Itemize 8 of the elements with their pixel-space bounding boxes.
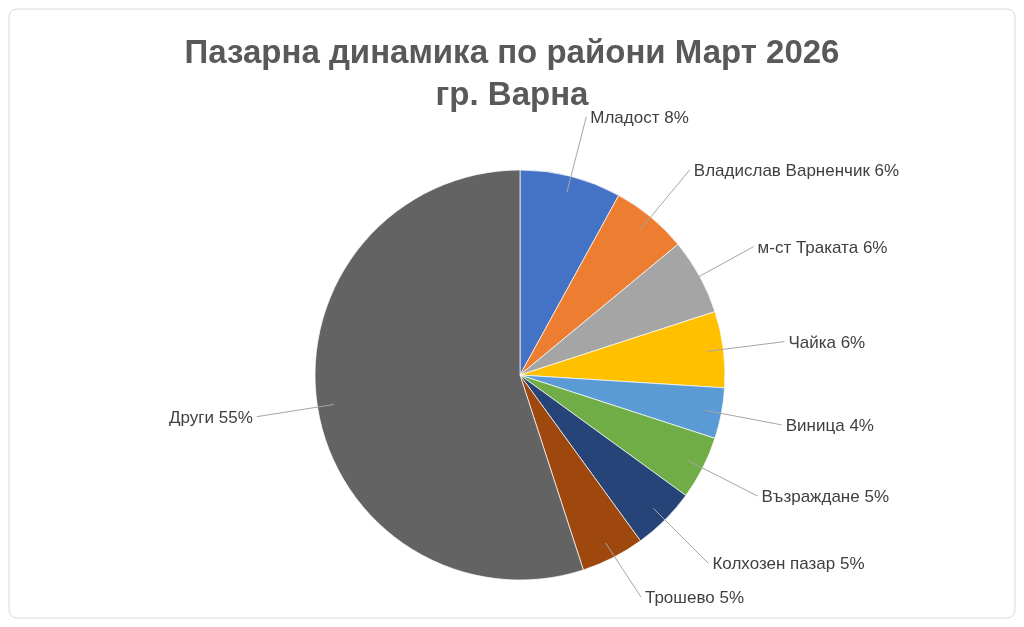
slice-label: Други 55% (169, 407, 253, 427)
slice-label: Чайка 6% (788, 332, 866, 352)
slice-label: м-ст Траката 6% (757, 237, 888, 257)
slice-label: Виница 4% (785, 415, 874, 435)
slice-label: Колхозен пазар 5% (712, 554, 865, 574)
slice-label: Трошево 5% (644, 587, 745, 607)
slice-label: Владислав Варненчик 6% (693, 160, 900, 180)
slice-label: Възраждане 5% (761, 486, 890, 506)
